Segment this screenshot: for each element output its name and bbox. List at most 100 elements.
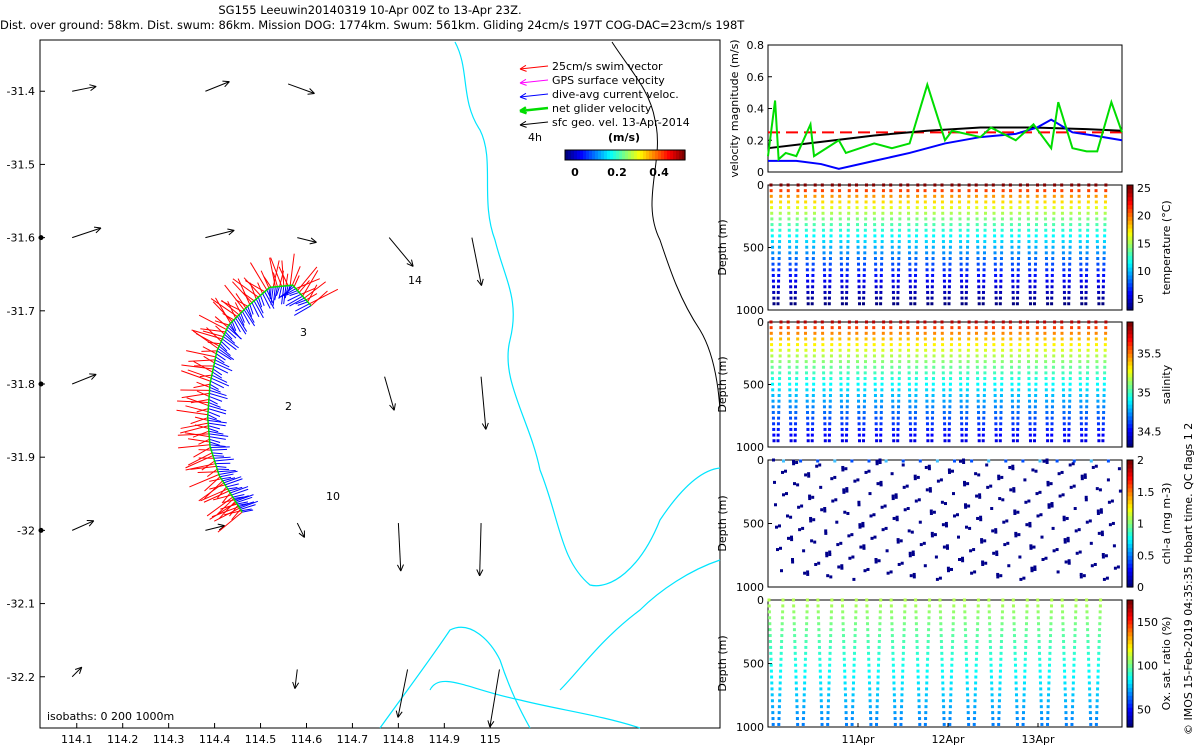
data-point [1046,699,1050,703]
data-point [1000,251,1004,255]
data-point [1024,500,1028,504]
data-point [1010,377,1014,381]
data-point [893,699,897,703]
data-point [789,422,793,426]
data-point [771,722,775,726]
data-point [1032,545,1036,549]
data-point [914,610,918,614]
data-point [864,211,868,215]
data-point [941,371,945,375]
data-point [1084,290,1088,294]
geo-vector-head [411,259,414,267]
data-point [1043,189,1047,193]
dac-vector [209,444,226,448]
data-point [1062,405,1066,409]
data-point [1027,257,1031,261]
data-point [1016,422,1020,426]
data-point [982,285,986,289]
data-point [1043,331,1047,335]
data-point [1096,410,1100,414]
data-point [960,416,964,420]
data-point [907,529,911,533]
data-point [1045,296,1049,300]
data-point [1015,302,1019,306]
data-point [1035,360,1038,364]
data-point [892,439,896,443]
data-point [1034,394,1038,398]
data-point [872,354,876,358]
data-point [1096,509,1100,513]
data-point [997,705,1001,709]
data-point [1084,302,1088,306]
data-point [1011,427,1015,431]
data-point [1048,657,1052,661]
data-point [950,326,954,330]
data-point [875,439,879,443]
data-point [908,279,912,283]
data-point [1074,610,1078,614]
cbar-cell [1127,499,1133,505]
data-point [769,331,773,335]
data-point [801,717,805,721]
data-point [1015,699,1019,703]
data-point [1103,200,1107,204]
colorbar-cell [598,150,602,160]
data-point [854,598,858,602]
data-point [1010,382,1014,386]
data-point [804,337,808,341]
swim-vector [184,432,210,438]
swim-vector [201,350,218,352]
data-point [1085,245,1089,249]
data-point [1069,331,1073,335]
data-point [903,508,907,512]
data-point [933,326,937,330]
swim-vector [203,355,215,364]
y-tick-label: -31.5 [7,158,35,171]
data-point [1079,279,1083,283]
data-point [957,320,961,324]
data-point [1000,228,1004,232]
data-point [927,467,931,471]
data-point [795,371,799,375]
data-point [967,320,971,324]
data-point [897,245,901,249]
data-point [909,439,913,443]
data-point [1074,604,1078,608]
data-point [908,394,912,398]
data-point [951,634,955,638]
geo-vector-head [292,681,296,689]
data-point [828,663,832,667]
data-point [857,399,860,403]
data-point [825,554,829,558]
data-point [963,483,967,487]
data-point [897,371,901,375]
data-point [923,183,927,187]
dac-vector [294,305,312,316]
swim-vector [260,270,270,289]
data-point [879,439,883,443]
data-point [1035,337,1039,341]
cbar-cell [1127,392,1133,397]
data-point [1085,240,1089,244]
data-point [1049,622,1053,626]
y-tick-label: -31.6 [7,232,35,245]
data-point [1044,360,1048,364]
data-point [941,217,945,221]
data-point [1017,533,1021,537]
data-point [1052,331,1056,335]
data-point [821,228,825,232]
data-point [891,645,895,649]
data-point [1035,189,1039,193]
swim-vector [227,300,237,319]
data-point [838,211,842,215]
dac-vector [219,473,234,478]
data-point [1058,494,1062,498]
colorbar-frame [564,149,686,161]
data-point [992,360,996,364]
data-point [959,273,963,277]
data-point [863,251,867,255]
swim-vector [303,281,326,299]
cbar-cell [1127,483,1133,489]
data-point [1077,337,1081,341]
